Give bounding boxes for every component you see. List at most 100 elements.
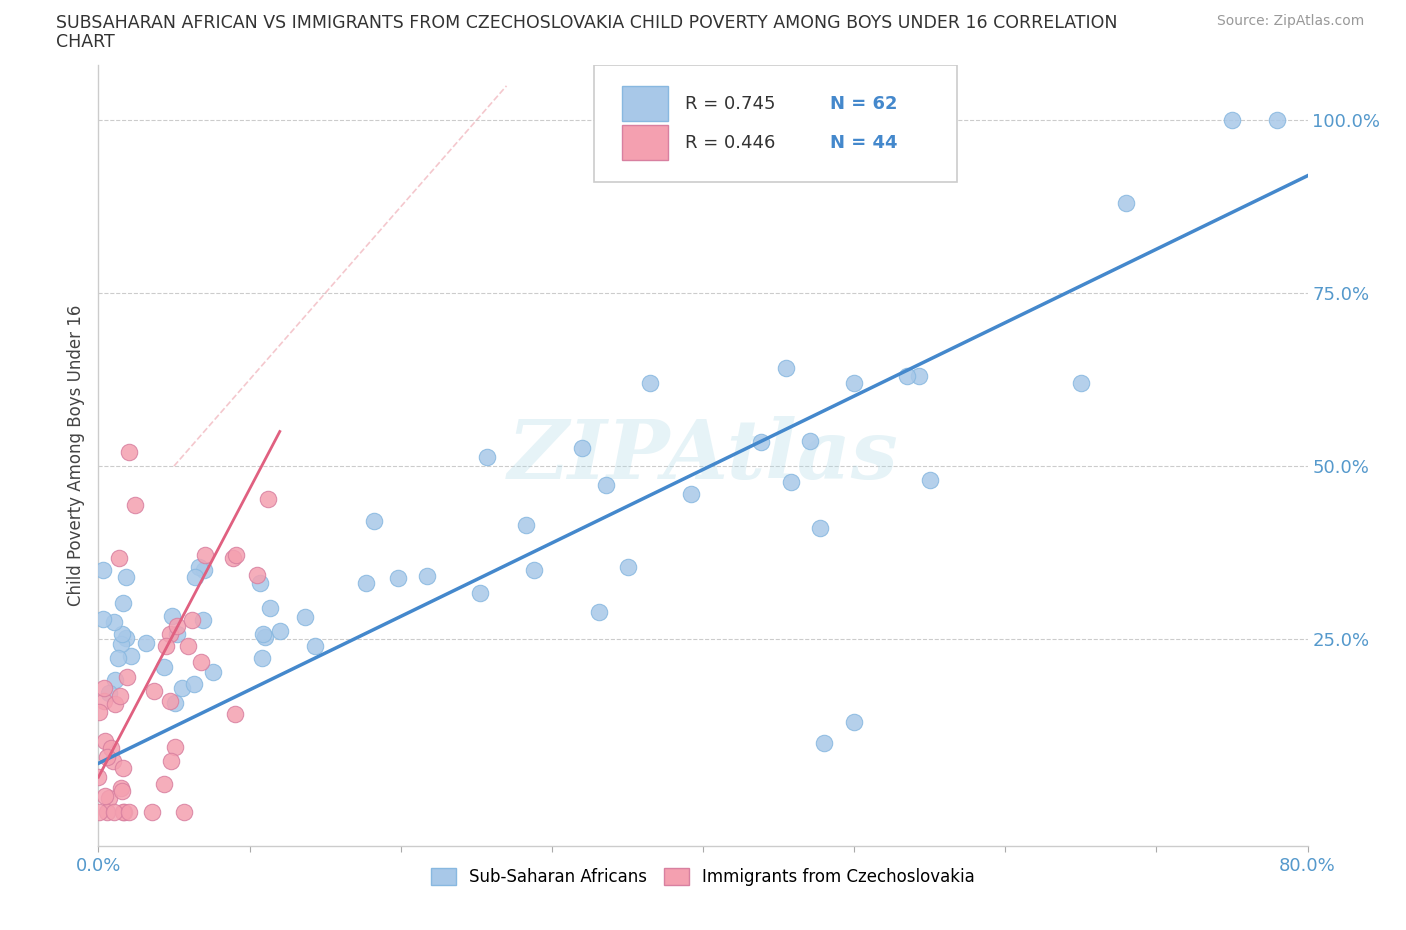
Point [681,487,703,502]
Point [194,548,217,563]
Point [160,753,183,768]
Point [155,638,177,653]
Point [661,162,683,177]
Text: SUBSAHARAN AFRICAN VS IMMIGRANTS FROM CZECHOSLOVAKIA CHILD POVERTY AMONG BOYS UN: SUBSAHARAN AFRICAN VS IMMIGRANTS FROM CZ… [56,14,1118,32]
Point [115,631,138,645]
Point [1115,196,1137,211]
Point [595,477,617,492]
Point [97,790,120,805]
Text: CHART: CHART [56,33,115,50]
Point [354,576,377,591]
Point [246,567,269,582]
Point [252,650,274,665]
Point [188,560,211,575]
Point [269,623,291,638]
Point [523,563,546,578]
Point [166,618,188,633]
Text: N = 44: N = 44 [830,134,897,152]
Point [103,615,125,630]
Point [257,491,280,506]
Point [152,659,174,674]
Point [104,673,127,688]
Point [799,433,821,448]
Text: R = 0.745: R = 0.745 [685,95,775,113]
Point [103,804,125,819]
Point [1220,113,1243,127]
Point [749,434,772,449]
Point [153,777,176,791]
Point [97,685,120,700]
Point [112,804,135,819]
FancyBboxPatch shape [595,65,957,182]
Point [87,804,110,819]
Point [193,612,215,627]
Point [111,804,134,819]
Point [96,804,118,819]
Point [468,586,491,601]
Point [571,441,593,456]
Point [165,739,187,754]
Point [515,518,537,533]
Point [775,361,797,376]
Point [93,563,115,578]
Point [108,689,131,704]
Point [908,369,931,384]
Point [96,750,118,764]
Point [249,576,271,591]
Point [416,568,439,583]
Point [110,636,132,651]
Point [165,695,187,710]
Point [180,613,202,628]
Point [124,498,146,512]
Point [135,635,157,650]
Point [104,697,127,711]
Point [141,804,163,819]
Text: N = 62: N = 62 [830,95,897,113]
Point [363,513,385,528]
Point [117,670,139,684]
Point [159,627,181,642]
Legend: Sub-Saharan Africans, Immigrants from Czechoslovakia: Sub-Saharan Africans, Immigrants from Cz… [425,861,981,893]
Point [159,694,181,709]
Point [170,681,193,696]
Point [1267,113,1289,127]
Point [202,665,225,680]
Point [844,714,866,729]
Point [93,734,115,749]
Point [225,548,247,563]
Point [177,638,200,653]
Point [294,610,316,625]
Point [475,450,498,465]
Point [918,472,941,487]
Point [111,783,134,798]
Point [115,570,138,585]
Point [222,550,245,565]
Point [110,781,132,796]
Y-axis label: Child Poverty Among Boys Under 16: Child Poverty Among Boys Under 16 [66,305,84,606]
Text: Source: ZipAtlas.com: Source: ZipAtlas.com [1216,14,1364,28]
Point [183,676,205,691]
Point [588,605,610,620]
Point [107,650,129,665]
Point [143,684,166,698]
FancyBboxPatch shape [621,86,668,121]
Point [638,376,661,391]
Point [93,694,115,709]
Point [1070,376,1092,391]
Point [111,761,134,776]
Point [808,521,831,536]
Point [120,649,142,664]
Point [118,804,141,819]
Point [193,563,215,578]
Point [118,445,141,459]
Point [173,804,195,819]
Point [252,627,274,642]
Point [93,681,115,696]
Point [91,612,114,627]
Point [813,735,835,750]
Point [87,704,110,719]
Point [100,741,122,756]
Point [94,789,117,804]
Point [108,551,131,565]
Point [190,655,212,670]
